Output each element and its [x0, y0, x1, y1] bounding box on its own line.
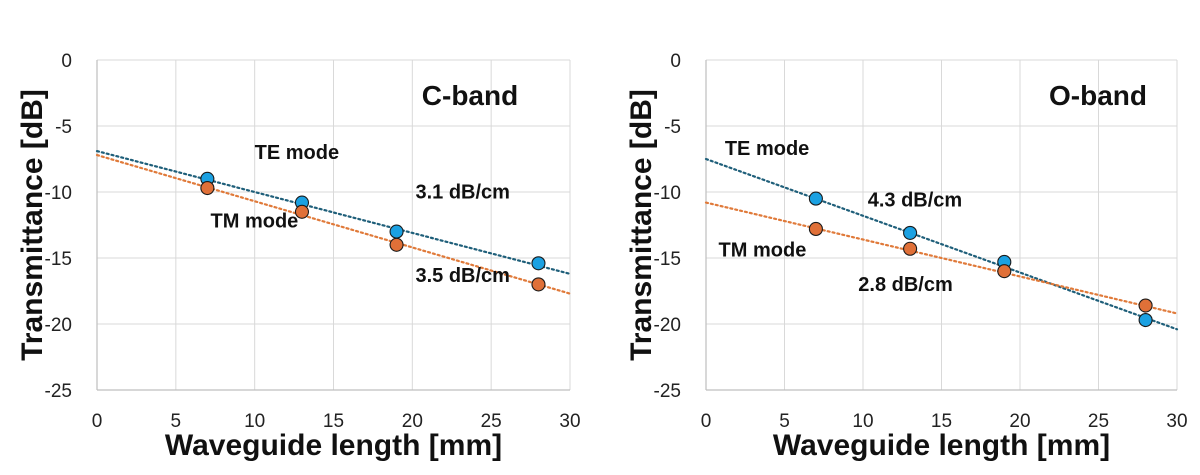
x-tick-label: 15	[931, 411, 952, 432]
panel-label: C-band	[422, 80, 518, 111]
chart-panel-o-band: 0 5 10 15 20 25 30 0 -5 -10 -15 -20 -25 Waveguide len…	[625, 51, 1188, 462]
annotation-te-slope: 3.1 dB/cm	[415, 182, 509, 204]
y-tick-label: -20	[45, 315, 72, 336]
y-tick-label: -15	[654, 249, 681, 270]
x-tick-label: 0	[92, 411, 103, 432]
data-point-te-mode	[808, 191, 823, 206]
y-tick-label: -20	[654, 315, 681, 336]
panel-label: O-band	[1049, 80, 1147, 111]
data-point-tm-mode	[389, 237, 404, 252]
x-axis-title: Waveguide length [mm]	[165, 429, 502, 462]
y-tick-label: -5	[664, 117, 681, 138]
trendline-te-mode	[95, 149, 572, 275]
y-tick-label: -25	[45, 381, 72, 402]
chart-panel-c-band: 0 5 10 15 20 25 30 0 -5 -10 -15 -20 -25 Waveguide len…	[16, 51, 581, 462]
x-tick-label: 5	[171, 411, 182, 432]
trendline-te-mode	[704, 157, 1179, 331]
data-point-te-mode	[389, 224, 404, 239]
x-tick-label: 30	[1166, 411, 1187, 432]
annotation-tm-slope: 3.5 dB/cm	[415, 265, 509, 287]
annotation-te: TE mode	[255, 142, 339, 164]
x-tick-label: 15	[323, 411, 344, 432]
y-tick-label: -15	[45, 249, 72, 270]
data-point-tm-mode	[531, 277, 546, 292]
x-tick-label: 10	[244, 411, 265, 432]
data-point-tm-mode	[903, 241, 918, 256]
x-tick-label: 0	[701, 411, 712, 432]
data-point-tm-mode	[808, 221, 823, 237]
x-tick-label: 25	[1088, 411, 1109, 432]
x-tick-label: 30	[559, 411, 580, 432]
y-tick-label: -10	[654, 183, 681, 204]
data-point-tm-mode	[997, 264, 1012, 279]
y-axis-title: Transmittance [dB]	[16, 89, 49, 361]
y-tick-label: -5	[55, 117, 72, 138]
x-axis-title: Waveguide length [mm]	[773, 429, 1110, 462]
data-point-te-mode	[1138, 312, 1153, 328]
y-tick-label: 0	[61, 51, 72, 72]
data-point-tm-mode	[200, 180, 215, 196]
data-point-tm-mode	[294, 204, 310, 219]
y-axis-title: Transmittance [dB]	[625, 89, 658, 361]
annotation-te: TE mode	[725, 138, 809, 160]
x-tick-label: 10	[852, 411, 873, 432]
annotation-tm: TM mode	[719, 240, 807, 262]
data-point-te-mode	[531, 256, 546, 271]
x-tick-label: 25	[481, 411, 502, 432]
annotation-tm: TM mode	[211, 211, 299, 233]
y-tick-label: -25	[654, 381, 681, 402]
data-point-te-mode	[903, 225, 918, 240]
trendline-tm-mode	[704, 201, 1179, 315]
annotation-te-slope: 4.3 dB/cm	[868, 190, 962, 212]
annotation-tm-slope: 2.8 dB/cm	[858, 274, 952, 296]
y-tick-label: -10	[45, 183, 72, 204]
data-point-tm-mode	[1138, 298, 1153, 313]
x-tick-label: 20	[402, 411, 423, 432]
x-tick-label: 5	[779, 411, 790, 432]
x-tick-label: 20	[1009, 411, 1030, 432]
trendline-tm-mode	[95, 153, 572, 295]
y-tick-label: 0	[670, 51, 681, 72]
